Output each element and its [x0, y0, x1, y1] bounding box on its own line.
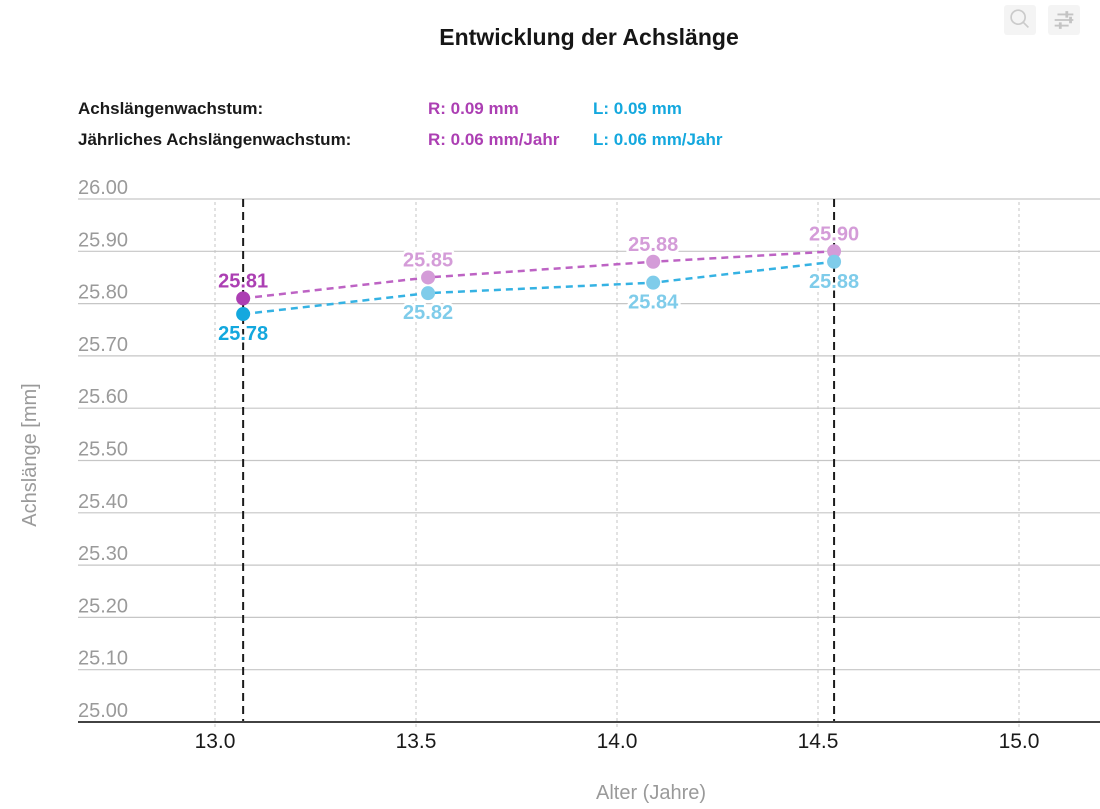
x-axis-title: Alter (Jahre)	[596, 782, 706, 804]
total-growth-label: Achslängenwachstum:	[78, 99, 264, 118]
y-tick-label: 25.20	[78, 595, 128, 617]
y-tick-label: 25.50	[78, 439, 128, 461]
data-point-R-0	[236, 291, 251, 306]
y-tick-label: 25.40	[78, 491, 128, 513]
y-tick-label: 25.60	[78, 386, 128, 408]
total-growth-left-value: L: 0.09 mm	[593, 99, 682, 118]
data-point-label-L-0: 25.78	[218, 323, 268, 345]
total-growth-right-value: R: 0.09 mm	[428, 99, 519, 118]
y-axis-title: Achslänge [mm]	[19, 383, 41, 526]
sliders-icon	[1054, 11, 1074, 29]
data-point-L-1	[421, 286, 436, 301]
annual-growth-left-value: L: 0.06 mm/Jahr	[593, 130, 723, 149]
data-point-R-1	[421, 270, 436, 285]
annual-growth-right-value: R: 0.06 mm/Jahr	[428, 130, 560, 149]
x-tick-label: 13.0	[195, 730, 236, 753]
x-tick-label: 14.5	[798, 730, 839, 753]
magnifier-icon	[1010, 9, 1029, 29]
data-point-L-0	[236, 307, 251, 322]
y-tick-label: 25.70	[78, 334, 128, 356]
settings-button[interactable]	[1048, 5, 1080, 35]
x-tick-label: 14.0	[597, 730, 638, 753]
data-point-label-L-1: 25.82	[403, 302, 453, 324]
stats-row-annual-growth: Jährliches Achslängenwachstum: R: 0.06 m…	[78, 124, 813, 155]
data-point-label-R-0: 25.81	[218, 270, 268, 292]
y-tick-label: 25.90	[78, 229, 128, 251]
data-point-label-R-1: 25.85	[403, 249, 453, 271]
data-point-label-L-3: 25.88	[809, 271, 859, 293]
page-title: Entwicklung der Achslänge	[439, 24, 739, 50]
y-tick-label: 25.80	[78, 282, 128, 304]
zoom-button[interactable]	[1004, 5, 1036, 35]
y-tick-label: 26.00	[78, 177, 128, 199]
data-point-L-3	[827, 254, 842, 269]
data-point-label-L-2: 25.84	[628, 292, 679, 314]
chart-toolbar	[1004, 5, 1080, 35]
series-line-R	[242, 250, 835, 300]
data-point-R-3	[827, 244, 842, 259]
data-point-label-R-3: 25.90	[809, 223, 859, 245]
data-point-L-2	[646, 275, 661, 290]
y-tick-label: 25.10	[78, 648, 128, 670]
annual-growth-label: Jährliches Achslängenwachstum:	[78, 130, 352, 149]
data-point-label-R-2: 25.88	[628, 234, 678, 256]
stats-row-total-growth: Achslängenwachstum: R: 0.09 mm L: 0.09 m…	[78, 93, 813, 124]
y-tick-label: 25.30	[78, 543, 128, 565]
x-tick-label: 13.5	[396, 730, 437, 753]
growth-stats: Achslängenwachstum: R: 0.09 mm L: 0.09 m…	[78, 93, 813, 155]
y-tick-label: 25.00	[78, 700, 128, 722]
data-point-R-2	[646, 254, 661, 269]
x-tick-label: 15.0	[999, 730, 1040, 753]
